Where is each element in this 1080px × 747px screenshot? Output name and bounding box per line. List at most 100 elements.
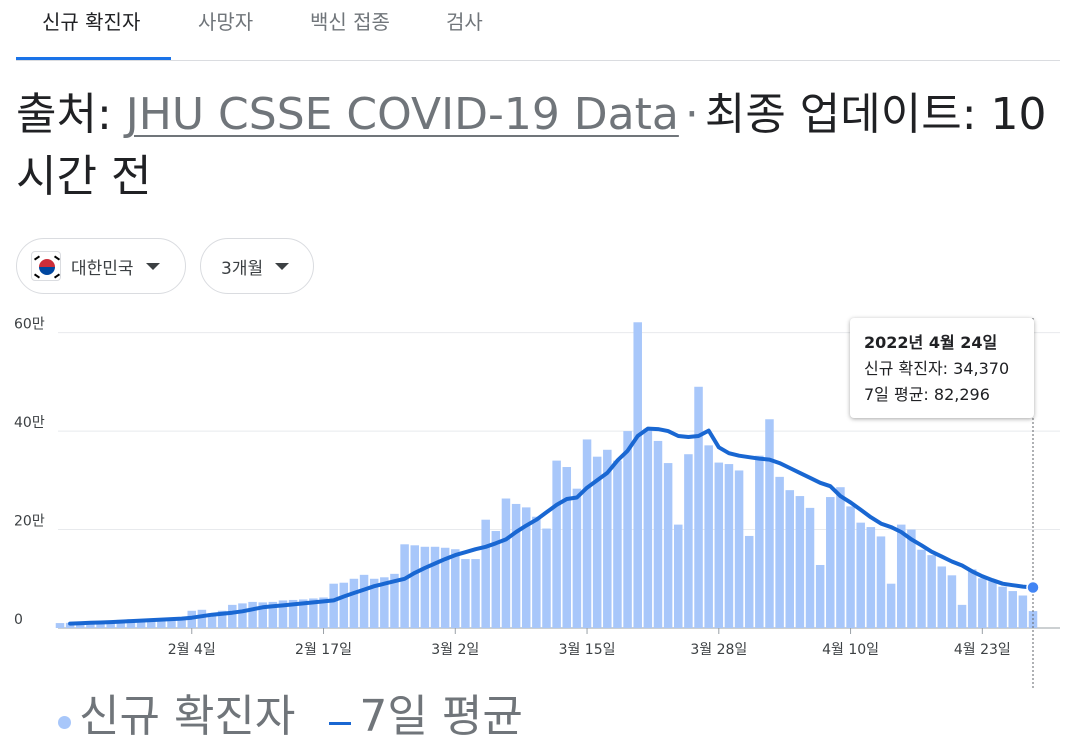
case-bar — [603, 449, 612, 628]
case-bar — [430, 546, 440, 628]
tabs-divider — [16, 60, 1060, 61]
x-tick-label: 4월 10일 — [822, 642, 879, 658]
tab-deaths[interactable]: 사망자 — [198, 10, 254, 34]
case-bar — [126, 619, 136, 628]
case-bar — [592, 456, 602, 628]
legend-average-swatch — [329, 721, 352, 725]
seven-day-average-line — [68, 426, 1035, 626]
legend-cases-swatch — [58, 715, 71, 729]
chart-tooltip: 2022년 4월 24일 신규 확진자: 34,370 7일 평균: 82,29… — [850, 318, 1034, 418]
y-tick-label: 60만 — [14, 317, 45, 333]
case-bar — [228, 604, 237, 628]
source-link[interactable]: JHU CSSE COVID-19 Data — [125, 89, 679, 140]
case-bar — [309, 598, 318, 628]
case-bar — [998, 586, 1007, 628]
case-bar — [937, 566, 947, 628]
case-bar — [410, 545, 419, 628]
case-bar — [268, 601, 278, 628]
case-bar — [684, 454, 693, 628]
cases-chart[interactable]: 0 20만 40만 60만 2월 4일 2월 17일 3월 2일 3월 15일 3월 28일 4월… — [0, 300, 1080, 690]
case-bar — [258, 602, 267, 628]
case-bar — [521, 507, 531, 628]
case-bar — [319, 597, 328, 628]
caret-down-icon — [145, 262, 160, 270]
active-tab-indicator — [16, 57, 171, 60]
source-prefix: 출처: — [16, 89, 126, 140]
case-bar — [511, 503, 521, 628]
case-bar — [896, 524, 906, 628]
case-bar — [674, 524, 683, 628]
case-bar — [552, 460, 561, 628]
caret-down-icon — [275, 262, 290, 270]
x-tick-label: 3월 2일 — [431, 642, 479, 658]
y-tick-label: 40만 — [14, 415, 45, 431]
region-dropdown[interactable]: 대한민국 — [16, 238, 186, 294]
case-bar — [572, 488, 582, 628]
y-tick-label: 0 — [14, 612, 23, 628]
tab-new-cases[interactable]: 신규 확진자 — [42, 10, 141, 34]
region-label: 대한민국 — [71, 258, 134, 279]
case-bar — [1008, 591, 1017, 628]
case-bar — [238, 603, 247, 628]
case-bar — [582, 439, 592, 628]
case-bar — [55, 623, 65, 628]
case-bar — [826, 497, 835, 628]
case-bar — [339, 582, 349, 628]
korea-flag-icon — [31, 251, 61, 281]
case-bar — [866, 527, 876, 628]
case-bar — [532, 516, 541, 628]
separator-dot: · — [684, 89, 699, 140]
y-tick-label: 20만 — [14, 514, 45, 530]
case-bar — [298, 599, 308, 628]
case-bar — [217, 610, 227, 628]
case-bar — [775, 476, 784, 628]
case-bar — [694, 386, 703, 628]
case-bar — [846, 506, 855, 628]
case-bar — [288, 599, 298, 628]
case-bar — [461, 559, 470, 628]
case-bar — [380, 577, 389, 628]
case-bar — [886, 583, 896, 628]
case-bar — [359, 574, 369, 628]
case-bar — [967, 569, 977, 628]
period-dropdown[interactable]: 3개월 — [200, 238, 314, 294]
tooltip-date: 2022년 4월 24일 — [864, 333, 998, 352]
case-bar — [978, 578, 987, 628]
x-tick-label: 3월 28일 — [690, 642, 747, 658]
case-bar — [947, 575, 957, 628]
case-bar — [329, 583, 338, 628]
cases-bars — [55, 322, 1038, 628]
case-bar — [755, 455, 764, 628]
case-bar — [876, 536, 886, 628]
case-bar — [653, 440, 663, 628]
case-bar — [907, 529, 916, 628]
x-tick-label: 3월 15일 — [559, 642, 616, 658]
case-bar — [765, 419, 774, 628]
case-bar — [542, 528, 551, 628]
case-bar — [927, 555, 936, 628]
case-bar — [917, 549, 926, 628]
tab-tests[interactable]: 검사 — [446, 10, 483, 34]
case-bar — [643, 428, 653, 628]
case-bar — [836, 487, 845, 628]
case-bar — [481, 519, 490, 628]
tooltip-cases: 신규 확진자: 34,370 — [864, 359, 1010, 378]
tab-vaccinations[interactable]: 백신 접종 — [310, 10, 390, 34]
case-bar — [633, 322, 642, 628]
case-bar — [704, 445, 713, 628]
case-bar — [785, 490, 795, 628]
tooltip-average: 7일 평균: 82,296 — [864, 385, 990, 404]
case-bar — [116, 619, 126, 628]
metric-tabs: 신규 확진자 사망자 백신 접종 검사 — [0, 0, 1080, 62]
legend-cases-label: 신규 확진자 — [79, 691, 296, 742]
legend-average-label: 7일 평균 — [359, 691, 523, 742]
case-bar — [146, 618, 156, 628]
last-updated: 최종 업데이트: 10시간 전 — [16, 89, 1047, 202]
case-bar — [167, 618, 176, 628]
case-bar — [501, 498, 511, 628]
chart-legend: 신규 확진자 7일 평균 — [58, 682, 523, 742]
case-bar — [795, 496, 805, 628]
case-bar — [805, 507, 815, 628]
case-bar — [1018, 595, 1028, 628]
case-bar — [96, 621, 105, 628]
